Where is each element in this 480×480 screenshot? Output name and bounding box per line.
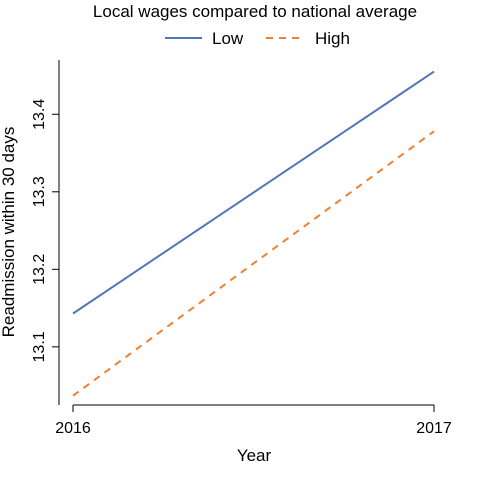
y-tick-label: 13.1 [31, 331, 48, 362]
x-ticks: 2016 2017 [55, 405, 452, 437]
x-axis: 2016 2017 [55, 404, 452, 437]
y-axis: 13.1 13.2 13.3 13.4 [31, 60, 60, 405]
series-layer [72, 70, 435, 397]
x-tick-label: 2017 [416, 420, 452, 437]
legend-label-low: Low [212, 29, 244, 48]
y-tick-label: 13.2 [31, 254, 48, 285]
y-tick-label: 13.4 [31, 99, 48, 130]
plot-area [72, 70, 435, 397]
y-axis-title: Readmission within 30 days [0, 127, 18, 338]
legend: Local wages compared to national average… [93, 2, 417, 48]
series-line-low [72, 70, 435, 315]
x-axis-title: Year [237, 446, 272, 465]
y-tick-label: 13.3 [31, 176, 48, 207]
legend-label-high: High [315, 29, 350, 48]
legend-title: Local wages compared to national average [93, 2, 417, 21]
x-tick-label: 2016 [55, 420, 91, 437]
y-ticks: 13.1 13.2 13.3 13.4 [31, 99, 59, 362]
series-line-high [72, 130, 435, 397]
